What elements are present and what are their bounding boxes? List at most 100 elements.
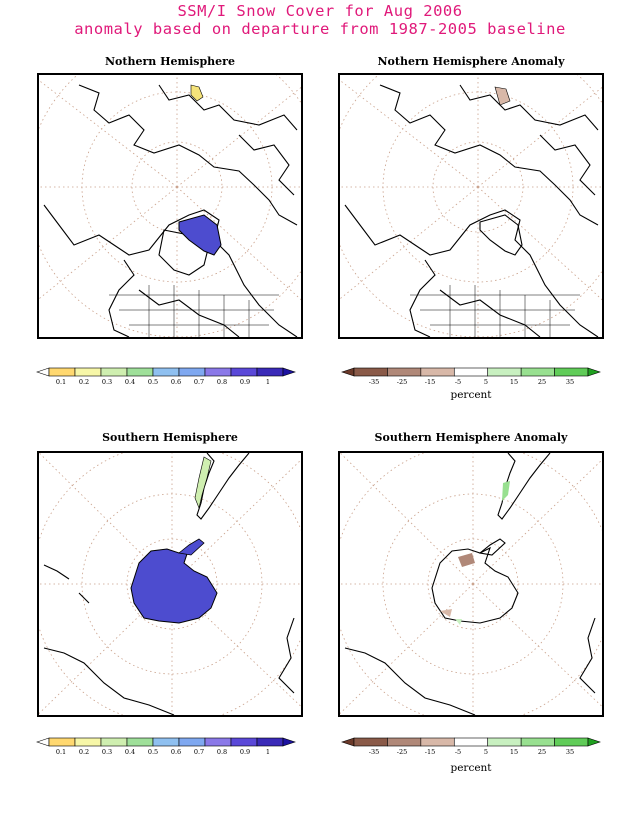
sh-anomaly-tick: -5: [454, 748, 462, 756]
nh-fraction-colorbar-swatches: [36, 367, 296, 377]
sh-fraction-swatch: [100, 737, 128, 747]
sh-fraction-swatch: [204, 737, 232, 747]
nh-snow-map: [37, 73, 303, 339]
sh-negative-anomaly-patch-2: [440, 609, 452, 617]
nh-anomaly-tick: 35: [565, 378, 575, 386]
sh-anomaly-tick: 25: [537, 748, 547, 756]
nh-anomaly-tick: 5: [483, 378, 489, 386]
nh-anomaly-swatch: [453, 367, 489, 377]
nh-fraction-swatch: [36, 367, 50, 377]
nh-anomaly-swatch: [420, 367, 455, 377]
sh-anomaly-map: [338, 451, 604, 717]
sh-fraction-tick: 0.3: [101, 748, 113, 756]
nh-anomaly-coastlines: [344, 84, 599, 337]
sh-anomaly-swatch: [387, 737, 422, 747]
nh-fraction-tick: 0.1: [55, 378, 67, 386]
nh-anomaly-swatch: [520, 367, 555, 377]
sh-fraction-swatch: [48, 737, 76, 747]
nh-anomaly-tick: -15: [424, 378, 436, 386]
sh-fraction-swatch: [36, 737, 50, 747]
nh-anomaly-swatch: [554, 367, 589, 377]
sh-coastlines: [43, 453, 295, 715]
sh-anomaly-swatch: [453, 737, 489, 747]
sh-fraction-colorbar-swatches: [36, 737, 296, 747]
nh-anomaly-panel-title: Nothern Hemisphere Anomaly: [377, 55, 565, 68]
sh-anomaly-swatch: [587, 737, 601, 747]
sh-map-drawing: [39, 453, 301, 715]
sh-anomaly-colorbar-swatches: [341, 737, 601, 747]
sh-anomaly-tick: -35: [368, 748, 380, 756]
sh-fraction-tick: 0.5: [147, 748, 159, 756]
sh-anomaly-tick: 15: [509, 748, 519, 756]
sh-anomaly-swatch: [554, 737, 589, 747]
sh-anomaly-unit-label: percent: [450, 762, 492, 774]
nh-anomaly-tick: -5: [454, 378, 462, 386]
nh-anomaly-graticule: [340, 75, 602, 337]
antarctica-snow: [130, 547, 218, 624]
nh-anomaly-tick: 25: [537, 378, 547, 386]
nh-coastlines: [43, 84, 298, 337]
sh-panel-title: Southern Hemisphere: [102, 431, 238, 444]
nh-fraction-tick: 0.6: [170, 378, 182, 386]
nh-graticule: [39, 75, 301, 337]
nh-fraction-swatch: [126, 367, 154, 377]
nh-anomaly-colorbar-swatches: [341, 367, 601, 377]
nh-fraction-swatch: [204, 367, 232, 377]
nh-fraction-tick: 0.8: [216, 378, 228, 386]
nh-fraction-tick: 0.4: [124, 378, 136, 386]
nh-fraction-tick: 0.7: [193, 378, 205, 386]
nh-fraction-swatch: [74, 367, 102, 377]
sh-anomaly-swatch: [420, 737, 455, 747]
sh-fraction-colorbar: 0.1 0.2 0.3 0.4 0.5 0.6 0.7 0.8 0.9 1: [36, 737, 296, 764]
sh-fraction-tick: 0.6: [170, 748, 182, 756]
nh-anomaly-swatch: [341, 367, 355, 377]
nh-panel-title: Nothern Hemisphere: [105, 55, 235, 68]
greenland-snow: [178, 214, 222, 256]
sh-fraction-swatch: [178, 737, 206, 747]
nh-fraction-swatch: [282, 367, 296, 377]
sh-fraction-swatch: [282, 737, 296, 747]
sh-fraction-tick: 1: [265, 748, 271, 756]
main-title-line1: SSM/I Snow Cover for Aug 2006: [177, 2, 463, 20]
nh-fraction-tick: 0.5: [147, 378, 159, 386]
sh-anomaly-swatch: [353, 737, 388, 747]
sh-fraction-tick: 0.7: [193, 748, 205, 756]
sh-fraction-swatch: [256, 737, 284, 747]
nh-fraction-swatch: [152, 367, 180, 377]
nh-fraction-swatch: [178, 367, 206, 377]
sh-anomaly-drawing: [340, 453, 602, 715]
nh-fraction-colorbar: 0.1 0.2 0.3 0.4 0.5 0.6 0.7 0.8 0.9 1: [36, 367, 296, 394]
nh-anomaly-swatch: [353, 367, 388, 377]
sh-anomaly-coastlines: [344, 453, 596, 715]
nh-snow-patch: [190, 84, 204, 102]
nh-fraction-tick: 0.2: [78, 378, 90, 386]
sh-fraction-tick: 0.1: [55, 748, 67, 756]
sh-snow-map: [37, 451, 303, 717]
nh-fraction-swatch: [230, 367, 258, 377]
sh-anomaly-swatch: [487, 737, 522, 747]
nh-fraction-tick: 1: [265, 378, 271, 386]
nh-anomaly-drawing: [340, 75, 602, 337]
nh-borders: [109, 285, 279, 337]
nh-anomaly-tick: -35: [368, 378, 380, 386]
main-title-line2: anomaly based on departure from 1987-200…: [74, 20, 566, 38]
andes-positive-anomaly: [502, 481, 510, 501]
sh-fraction-swatch: [230, 737, 258, 747]
sh-fraction-tick: 0.2: [78, 748, 90, 756]
sh-negative-anomaly-patch: [458, 553, 475, 567]
sh-anomaly-tick: -25: [396, 748, 408, 756]
sh-anomaly-swatch: [341, 737, 355, 747]
nh-anomaly-swatch: [487, 367, 522, 377]
nh-map-drawing: [39, 75, 301, 337]
sh-fraction-tick: 0.8: [216, 748, 228, 756]
sh-anomaly-swatch: [520, 737, 555, 747]
sh-anomaly-tick: -15: [424, 748, 436, 756]
antarctic-peninsula-snow: [178, 538, 205, 556]
sh-anomaly-tick: 5: [483, 748, 489, 756]
nh-anomaly-unit-label: percent: [450, 389, 492, 401]
nh-anomaly-swatch: [387, 367, 422, 377]
nh-fraction-swatch: [48, 367, 76, 377]
sh-fraction-tick: 0.4: [124, 748, 136, 756]
nh-anomaly-map: [338, 73, 604, 339]
nh-fraction-swatch: [100, 367, 128, 377]
